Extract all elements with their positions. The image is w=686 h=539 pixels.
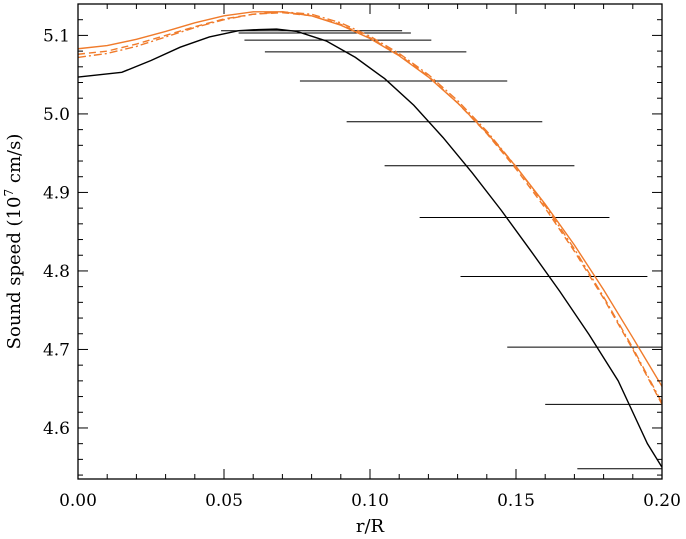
- x-tick-label: 0.15: [497, 491, 535, 511]
- x-tick-label: 0.00: [59, 491, 97, 511]
- x-tick-label: 0.20: [643, 491, 681, 511]
- series-line-3: [77, 11, 663, 404]
- y-tick-label: 5.0: [43, 105, 70, 125]
- y-tick-label: 4.9: [43, 183, 70, 203]
- x-axis-label: r/R: [356, 516, 385, 537]
- plot-marks: [77, 11, 663, 470]
- y-tick-label: 4.7: [43, 340, 70, 360]
- x-tick-label: 0.05: [205, 491, 243, 511]
- y-axis-label-tail: cm/s): [4, 134, 25, 189]
- y-axis-label-superscript: 7: [2, 189, 16, 197]
- y-axis-label: Sound speed (107 cm/s): [2, 134, 25, 350]
- y-axis-label-main: Sound speed (10: [4, 197, 25, 350]
- plot-frame: [77, 3, 663, 480]
- series-line-2: [77, 11, 663, 405]
- y-tick-label: 5.1: [43, 26, 70, 46]
- y-tick-label: 4.6: [43, 419, 70, 439]
- series-line-0: [77, 28, 663, 468]
- x-tick-label: 0.10: [351, 491, 389, 511]
- y-tick-label: 4.8: [43, 262, 70, 282]
- axis-ticks: 0.00 0.05 0.10 0.15 0.20 4.6 4.7 4.8 4.9 5.0 5.1: [43, 3, 681, 511]
